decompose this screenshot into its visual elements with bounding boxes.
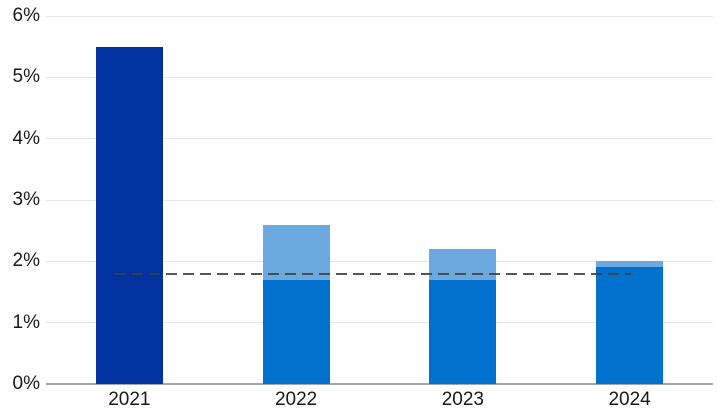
y-tick-label-2%: 2% xyxy=(12,250,40,272)
gridline-6% xyxy=(46,15,713,17)
x-tick-label-2024: 2024 xyxy=(608,389,651,410)
bar-2022-lower-segment xyxy=(262,279,330,384)
x-tick-label-2023: 2023 xyxy=(441,389,485,410)
gridline-2% xyxy=(46,260,713,262)
x-tick-label-2021: 2021 xyxy=(108,389,151,410)
y-tick-label-4%: 4% xyxy=(12,127,40,149)
gridline-4% xyxy=(46,138,713,140)
y-tick-label-0%: 0% xyxy=(12,373,40,394)
y-tick-label-6%: 6% xyxy=(12,5,40,26)
bar-2024-lower-segment xyxy=(596,267,664,384)
bar-2023-lower-segment xyxy=(429,279,497,384)
gridline-1% xyxy=(46,322,713,324)
bar-2021-navy-total-2021 xyxy=(95,46,163,384)
y-tick-label-5%: 5% xyxy=(12,66,40,88)
x-tick-label-2022: 2022 xyxy=(274,389,318,410)
y-tick-label-1%: 1% xyxy=(12,311,40,333)
gridline-5% xyxy=(46,76,713,78)
bar-2023-upper-segment xyxy=(429,249,497,280)
x-axis-line xyxy=(46,383,713,385)
y-tick-label-3%: 3% xyxy=(12,189,40,210)
reference-line xyxy=(115,272,631,275)
gridline-3% xyxy=(46,199,713,201)
bar-2024-upper-segment xyxy=(596,261,664,268)
bar-2022-upper-segment xyxy=(262,224,330,280)
